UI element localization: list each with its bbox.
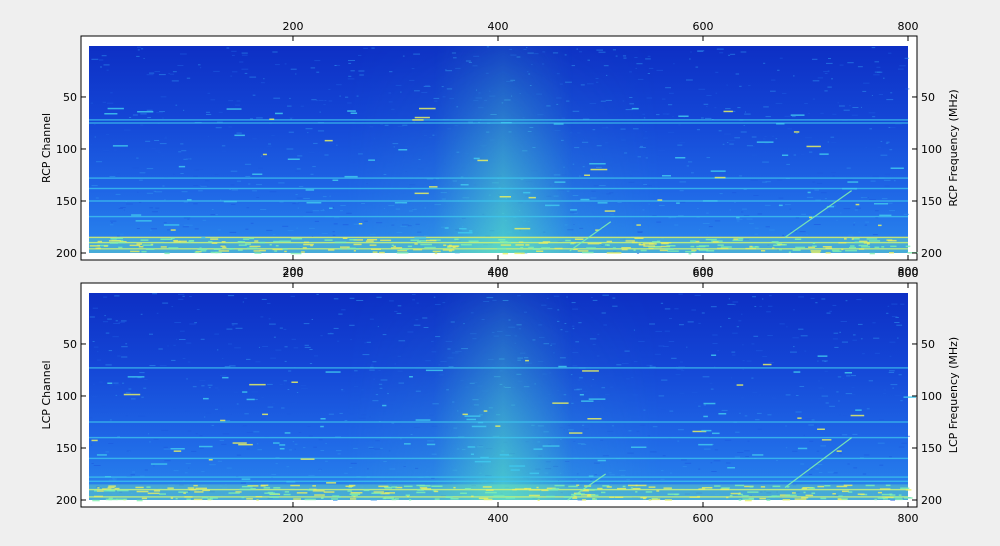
y-tick-label-left: 100 [56,390,77,403]
y-tick-label-right: 50 [921,91,935,104]
interference-line [89,488,908,491]
interference-line [89,187,908,190]
x-tick-label-top: 200 [282,267,303,280]
interference-line [89,476,908,478]
low-channel-band [89,484,913,502]
y-tick-label-left: 200 [56,494,77,507]
diagonal-streak [784,437,852,488]
interference-line [89,236,908,239]
x-tick-label-top: 600 [692,20,713,33]
interference-line [89,421,908,423]
x-tick-label-top: 400 [487,267,508,280]
diagonal-streak [569,221,612,252]
interference-line [89,436,908,439]
heatmap-image [89,46,918,255]
short-segments [91,354,916,484]
y-tick-label-right: 100 [921,143,942,156]
y-tick-label-left: 150 [56,195,77,208]
y-axis-label: LCP Channel [40,360,53,429]
y-tick-label-right: 200 [921,494,942,507]
x-tick-label-top: 800 [898,20,919,33]
y-tick-label-left: 50 [63,338,77,351]
y-tick-label-right: 150 [921,195,942,208]
interference-line [89,177,908,179]
x-tick-label-top: 800 [898,267,919,280]
x-tick-label-bottom: 800 [898,512,919,525]
y-axis-label-right: RCP Frequency (MHz) [947,89,960,206]
diagonal-streak [784,190,852,238]
x-tick-label-bottom: 400 [487,512,508,525]
spectrogram-panel-rcp: 200 200 400 400 600 600 800 800 50 50 100 100 150 150… [40,20,960,278]
x-tick-label-bottom: 200 [282,512,303,525]
x-tick-label-top: 400 [487,20,508,33]
heatmap-image [89,293,916,502]
interference-line [89,215,908,218]
y-tick-label-left: 50 [63,91,77,104]
y-tick-label-right: 50 [921,338,935,351]
y-tick-label-right: 100 [921,390,942,403]
y-tick-label-left: 100 [56,143,77,156]
y-tick-label-left: 150 [56,442,77,455]
short-segments [104,107,904,239]
y-axis-label-right: LCP Frequency (MHz) [947,337,960,453]
x-tick-label-bottom: 400 [487,265,508,278]
x-tick-label-bottom: 600 [692,512,713,525]
x-tick-label-bottom: 600 [692,265,713,278]
horizontal-interference-lines [89,367,908,498]
interference-line [89,367,908,369]
vertical-glow-wide [343,46,664,253]
x-tick-label-top: 600 [692,267,713,280]
x-tick-label-bottom: 200 [282,265,303,278]
y-axis-label: RCP Channel [40,113,53,183]
interference-line [89,122,908,124]
vertical-glow-wide [343,293,664,500]
y-tick-label-left: 200 [56,247,77,260]
interference-line [89,480,908,482]
y-tick-label-right: 200 [921,247,942,260]
interference-line [89,200,908,202]
band-fill [89,237,908,253]
spectrogram-panel-lcp: 200 200 400 400 600 600 800 800 50 50 100 100 150 150… [40,267,960,525]
low-channel-band [89,237,918,255]
interference-line [89,457,908,460]
y-tick-label-right: 150 [921,442,942,455]
x-tick-label-bottom: 800 [898,265,919,278]
diagonal-streak [567,473,606,501]
interference-line [89,119,908,121]
x-tick-label-top: 200 [282,20,303,33]
interference-line [89,496,908,498]
interference-line [89,241,908,244]
